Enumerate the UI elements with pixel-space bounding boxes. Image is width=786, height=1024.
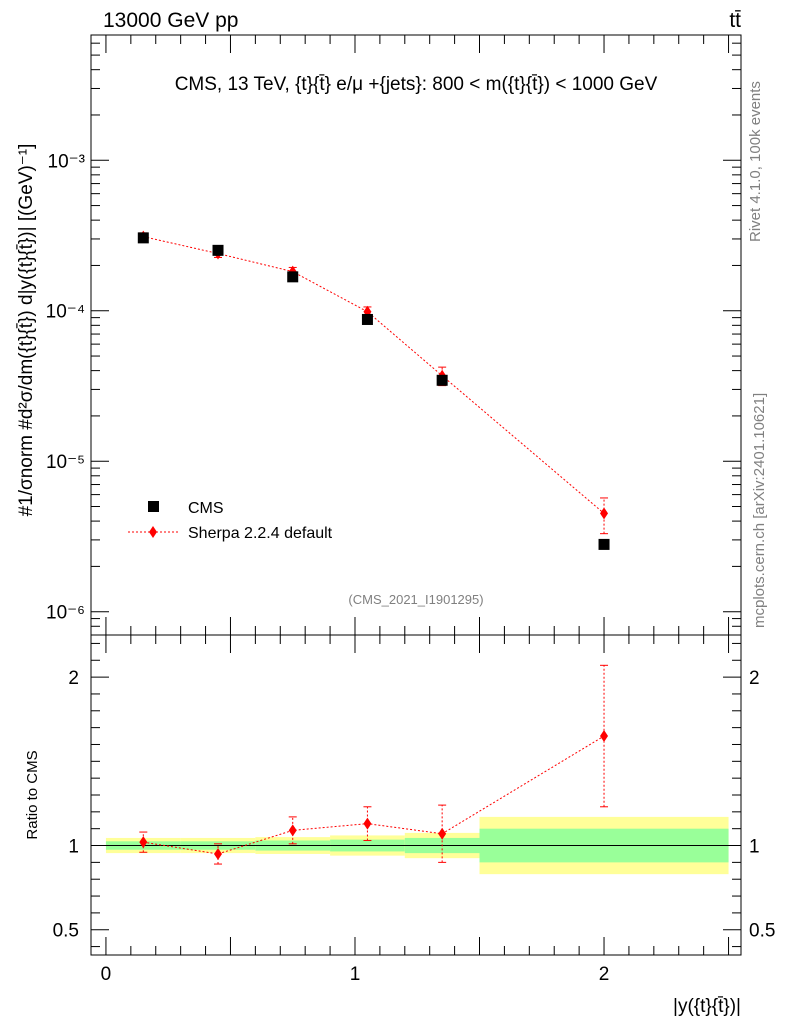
sherpa-ratio-point	[139, 836, 148, 849]
main-plot-frame	[90, 34, 742, 636]
mcplots-label: mcplots.cern.ch [arXiv:2401.10621]	[751, 393, 768, 628]
main-plot-title: CMS, 13 TeV, {t}{t̄} e/μ +{jets}: 800 < …	[175, 74, 658, 95]
ratio-y-tick-label-left: 0.5	[53, 921, 79, 942]
cms-series	[137, 232, 610, 550]
legend-cms-label: CMS	[188, 500, 224, 517]
cms-data-point	[287, 271, 299, 283]
ratio-y-tick-label-right: 2	[749, 668, 760, 689]
main-y-tick-label: 10⁻⁶	[46, 603, 85, 624]
legend: CMS Sherpa 2.2.4 default	[128, 500, 333, 542]
main-panel: CMS, 13 TeV, {t}{t̄} e/μ +{jets}: 800 < …	[16, 34, 742, 636]
ratio-y-tick-label-left: 2	[68, 668, 79, 689]
ratio-axis-ticks	[91, 635, 741, 955]
sherpa-ratio-point	[600, 730, 609, 743]
sherpa-data-point	[600, 507, 609, 520]
sherpa-line	[143, 236, 605, 514]
ratio-tick-labels: 0.5 0.5 1 1 2 2 0 1 2	[53, 668, 776, 985]
ratio-y-tick-label-right: 0.5	[749, 921, 775, 942]
cms-data-point	[436, 374, 448, 386]
sherpa-ratio-point	[214, 847, 223, 860]
x-tick-label: 0	[101, 964, 112, 985]
header-process-label: tt̄	[729, 9, 741, 32]
main-y-tick-label: 10⁻³	[48, 151, 86, 172]
cms-data-point	[598, 538, 610, 550]
analysis-id-annotation: (CMS_2021_I1901295)	[348, 592, 483, 607]
ratio-y-tick-label-right: 1	[749, 837, 760, 858]
sherpa-ratio-point	[363, 817, 372, 830]
cms-data-point	[361, 313, 373, 325]
rivet-version-label: Rivet 4.1.0, 100k events	[747, 81, 764, 242]
ratio-y-tick-label-left: 1	[68, 837, 79, 858]
header-energy-label: 13000 GeV pp	[103, 9, 238, 32]
legend-cms-marker	[148, 501, 159, 512]
legend-sherpa-label: Sherpa 2.2.4 default	[188, 525, 333, 542]
ratio-panel: 0.5 0.5 1 1 2 2 0 1 2 Ratio to CMS |y({t}{t̄})|	[24, 634, 776, 1017]
main-axis-ticks	[91, 35, 741, 636]
ratio-plot-background	[91, 635, 741, 955]
ratio-y-axis-label: Ratio to CMS	[24, 750, 41, 839]
x-tick-label: 1	[350, 964, 361, 985]
sherpa-ratio-point	[438, 827, 447, 840]
sherpa-ratio-series	[139, 664, 609, 865]
main-y-tick-label: 10⁻⁴	[46, 302, 85, 323]
cms-data-point	[137, 232, 149, 244]
main-y-tick-labels: 10⁻⁶ 10⁻⁵ 10⁻⁴ 10⁻³	[46, 151, 85, 623]
cms-data-point	[212, 244, 224, 256]
main-y-axis-label: #1/σnorm #d²σ/dm({t}{t̄}) d|y({t}{t̄})| …	[16, 144, 37, 517]
sherpa-ratio-point	[288, 824, 297, 837]
main-y-tick-label: 10⁻⁵	[46, 452, 85, 473]
x-tick-label: 2	[599, 964, 610, 985]
x-axis-label: |y({t}{t̄})|	[673, 996, 741, 1017]
legend-sherpa-marker	[149, 526, 157, 538]
